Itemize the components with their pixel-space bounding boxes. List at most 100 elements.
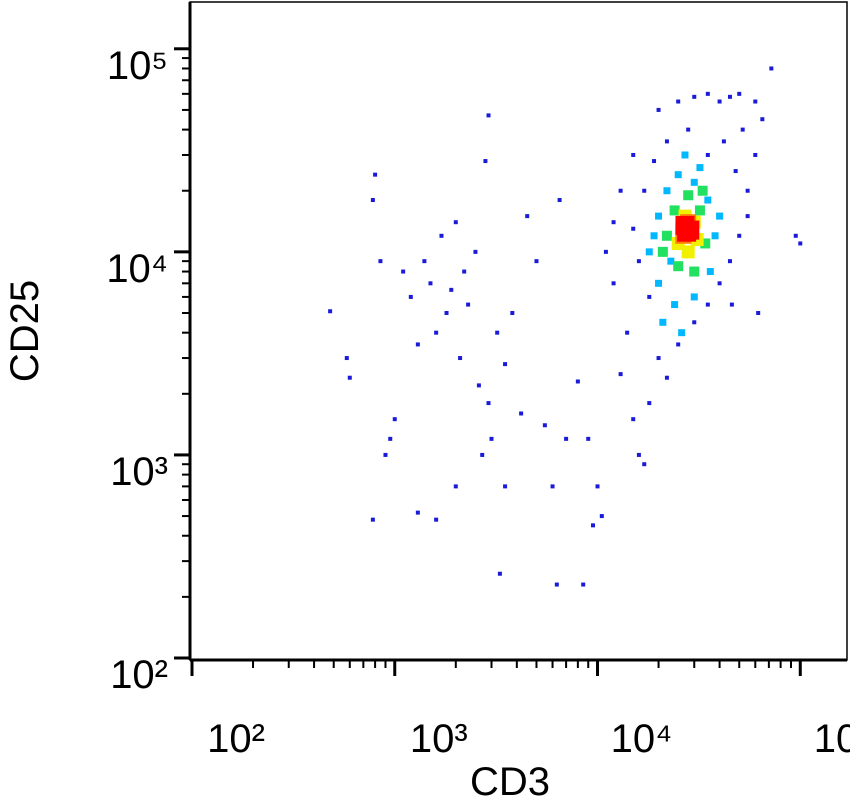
data-point [676, 99, 681, 104]
data-point [675, 215, 695, 235]
data-point [729, 302, 734, 307]
data-point [769, 66, 774, 71]
data-point [798, 241, 803, 246]
data-point [674, 171, 682, 179]
data-point [706, 268, 714, 276]
data-point [650, 232, 658, 240]
data-point [444, 310, 449, 315]
data-point [683, 190, 694, 201]
data-point [603, 249, 608, 254]
x-tick-label: 10³ [410, 717, 468, 761]
data-point [631, 417, 636, 422]
data-point [673, 261, 684, 272]
data-point [700, 238, 711, 249]
data-point [727, 94, 732, 99]
data-point [392, 417, 397, 422]
data-point [554, 582, 559, 587]
data-point [428, 281, 433, 286]
data-point [618, 188, 623, 193]
data-point [711, 232, 719, 240]
data-point [705, 302, 710, 307]
data-point [692, 94, 697, 99]
data-point [733, 169, 738, 174]
data-point [373, 172, 378, 177]
data-point [656, 356, 661, 361]
data-point [575, 379, 580, 384]
data-point [434, 517, 439, 522]
data-point [689, 266, 700, 277]
data-point [473, 249, 478, 254]
data-point [647, 294, 652, 299]
data-point [453, 220, 458, 225]
data-point [462, 269, 467, 274]
data-point [590, 523, 595, 528]
data-point [453, 484, 458, 489]
data-point [495, 330, 500, 335]
data-point [705, 152, 710, 157]
data-point [745, 214, 750, 219]
data-point [415, 510, 420, 515]
data-point [655, 279, 663, 287]
data-point [664, 139, 669, 144]
data-point [737, 91, 742, 96]
data-point [676, 342, 681, 347]
data-point [503, 362, 508, 367]
data-point [655, 212, 663, 220]
data-point [663, 187, 671, 195]
y-tick-label: 10⁴ [106, 247, 168, 291]
y-axis-label: CD25 [3, 280, 47, 382]
data-point [659, 318, 667, 326]
data-point [704, 196, 712, 204]
data-point [717, 281, 722, 286]
data-point [756, 310, 761, 315]
data-point [449, 287, 454, 292]
data-point [542, 423, 547, 428]
data-point [595, 484, 600, 489]
data-point [557, 198, 562, 203]
data-point [370, 198, 375, 203]
data-point [631, 152, 636, 157]
data-point [753, 99, 758, 104]
data-point [510, 310, 515, 315]
y-tick-label: 10² [110, 653, 168, 697]
data-point [642, 188, 647, 193]
data-point [486, 113, 491, 118]
data-point [669, 205, 680, 216]
data-point [489, 436, 494, 441]
data-point [681, 151, 689, 159]
x-axis-label: CD3 [470, 760, 550, 804]
data-point [486, 401, 491, 406]
data-point [422, 259, 427, 264]
data-point [705, 91, 710, 96]
data-point [383, 452, 388, 457]
data-point [645, 248, 653, 256]
data-point [721, 139, 726, 144]
data-point [690, 178, 698, 186]
data-point [347, 375, 352, 380]
plot-frame [189, 1, 848, 661]
y-tick-label: 10⁵ [107, 44, 168, 88]
data-point [760, 117, 765, 122]
data-point [401, 269, 406, 274]
data-point [657, 246, 668, 257]
data-point [717, 99, 722, 104]
data-point [618, 372, 623, 377]
data-point [642, 462, 647, 467]
data-point [664, 375, 669, 380]
data-point [534, 259, 539, 264]
data-point [793, 233, 798, 238]
data-point [727, 259, 732, 264]
data-point [611, 220, 616, 225]
data-point [647, 401, 652, 406]
data-point [439, 233, 444, 238]
data-point [652, 159, 657, 164]
data-point [631, 226, 636, 231]
data-point [678, 329, 686, 337]
data-point [476, 383, 481, 388]
data-point [466, 302, 471, 307]
data-point [378, 259, 383, 264]
data-point [671, 301, 679, 309]
data-point [581, 582, 586, 587]
data-point [696, 164, 704, 172]
